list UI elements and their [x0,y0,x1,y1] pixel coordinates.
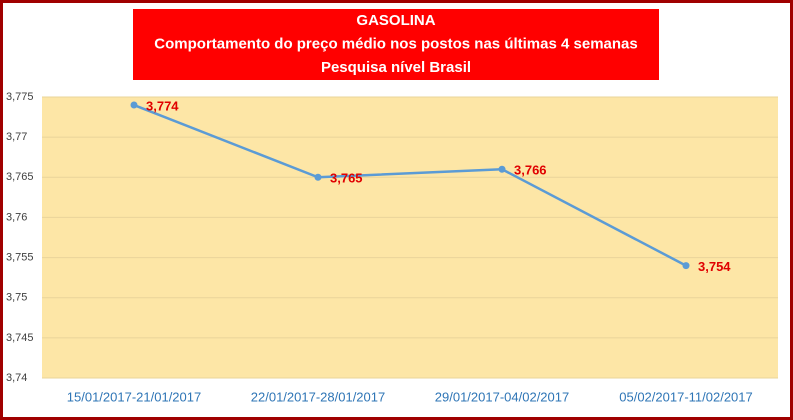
line [133,103,687,267]
x-tick-label: 15/01/2017-21/01/2017 [67,389,201,404]
title-box [133,9,659,80]
y-tick-label: 3,77 [6,131,27,143]
point [130,101,138,109]
data-label: 3,774 [146,98,179,113]
data-label: 3,754 [698,259,731,274]
y-tick-label: 3,745 [6,332,34,344]
chart-title: Pesquisa nível Brasil [321,59,471,76]
data-label: 3,765 [330,171,363,186]
data-label: 3,766 [514,163,547,178]
point [682,262,690,270]
y-tick-label: 3,765 [6,171,34,183]
chart-title: Comportamento do preço médio nos postos … [154,35,637,52]
point [314,173,322,181]
x-tick-label: 29/01/2017-04/02/2017 [435,389,569,404]
plot-area [42,97,778,378]
x-tick-label: 22/01/2017-28/01/2017 [251,389,385,404]
x-tick-label: 05/02/2017-11/02/2017 [619,389,753,404]
point [498,165,506,173]
chart-title: GASOLINA [356,12,435,29]
y-tick-label: 3,775 [6,91,34,103]
y-tick-label: 3,75 [6,292,27,304]
y-tick-label: 3,76 [6,211,27,223]
y-tick-label: 3,74 [6,372,27,384]
y-tick-label: 3,755 [6,251,34,263]
